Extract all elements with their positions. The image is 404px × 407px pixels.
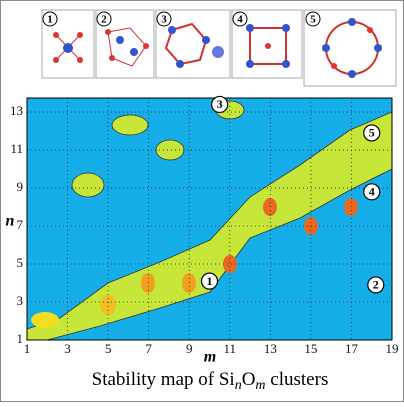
annotation-label: 5 xyxy=(369,126,375,140)
y-tick-label: 1 xyxy=(17,331,24,346)
atom xyxy=(282,24,290,32)
atom xyxy=(246,60,254,68)
atom xyxy=(116,36,124,44)
annotation-label: 2 xyxy=(373,278,379,292)
figure: m n Stability map of SinOm clusters 1357… xyxy=(0,0,404,402)
x-tick-label: 17 xyxy=(345,341,359,356)
atom xyxy=(109,55,115,61)
x-tick-label: 5 xyxy=(105,341,112,356)
x-tick-label: 11 xyxy=(224,341,237,356)
atom xyxy=(63,43,73,53)
y-tick-label: 11 xyxy=(10,141,23,156)
title-part: m xyxy=(255,378,265,393)
contour-peak xyxy=(31,312,59,328)
contour-peak xyxy=(344,198,358,216)
atom xyxy=(168,26,176,34)
atom xyxy=(130,48,138,56)
x-tick-label: 15 xyxy=(304,341,317,356)
panel-number: 3 xyxy=(161,14,167,26)
annotation-label: 3 xyxy=(217,97,223,111)
atom xyxy=(265,43,271,49)
atom xyxy=(367,27,373,33)
atom xyxy=(331,63,337,69)
panel-number: 5 xyxy=(310,14,316,26)
contour-blob xyxy=(112,115,148,135)
x-tick-label: 3 xyxy=(64,341,71,356)
plot-area xyxy=(27,98,392,340)
x-axis-label: m xyxy=(204,349,216,366)
title-part: Stability map of Si xyxy=(92,369,235,390)
atom xyxy=(322,44,330,52)
panel-number: 4 xyxy=(237,14,243,26)
annotation-label: 4 xyxy=(369,185,375,199)
atom xyxy=(176,60,184,68)
atom xyxy=(53,32,59,38)
y-tick-label: 13 xyxy=(10,103,23,118)
x-tick-label: 1 xyxy=(24,341,31,356)
title-part: clusters xyxy=(266,369,329,390)
title-part: n xyxy=(235,378,242,393)
x-tick-label: 7 xyxy=(145,341,152,356)
atom xyxy=(246,24,254,32)
annotation-label: 1 xyxy=(207,274,213,288)
title-part: O xyxy=(242,369,256,390)
x-tick-label: 9 xyxy=(186,341,193,356)
atom xyxy=(202,36,210,44)
atom xyxy=(53,57,59,63)
contour-peak xyxy=(141,273,155,293)
x-tick-label: 13 xyxy=(264,341,277,356)
y-tick-label: 5 xyxy=(17,255,24,270)
atom xyxy=(77,57,83,63)
atom xyxy=(348,70,356,78)
x-tick-label: 19 xyxy=(386,341,399,356)
atom xyxy=(143,43,149,49)
chart-title: Stability map of SinOm clusters xyxy=(92,369,329,393)
atom xyxy=(282,60,290,68)
contour-blob xyxy=(72,173,104,197)
y-tick-label: 3 xyxy=(17,293,24,308)
atom xyxy=(374,44,382,52)
y-axis-label: n xyxy=(6,213,15,230)
panel-number: 1 xyxy=(47,14,53,26)
y-tick-label: 7 xyxy=(17,217,24,232)
atom xyxy=(77,32,83,38)
panel-number: 2 xyxy=(101,14,107,26)
y-tick-label: 9 xyxy=(17,179,24,194)
atom xyxy=(348,18,356,26)
atom xyxy=(212,46,224,58)
atom xyxy=(105,29,111,35)
